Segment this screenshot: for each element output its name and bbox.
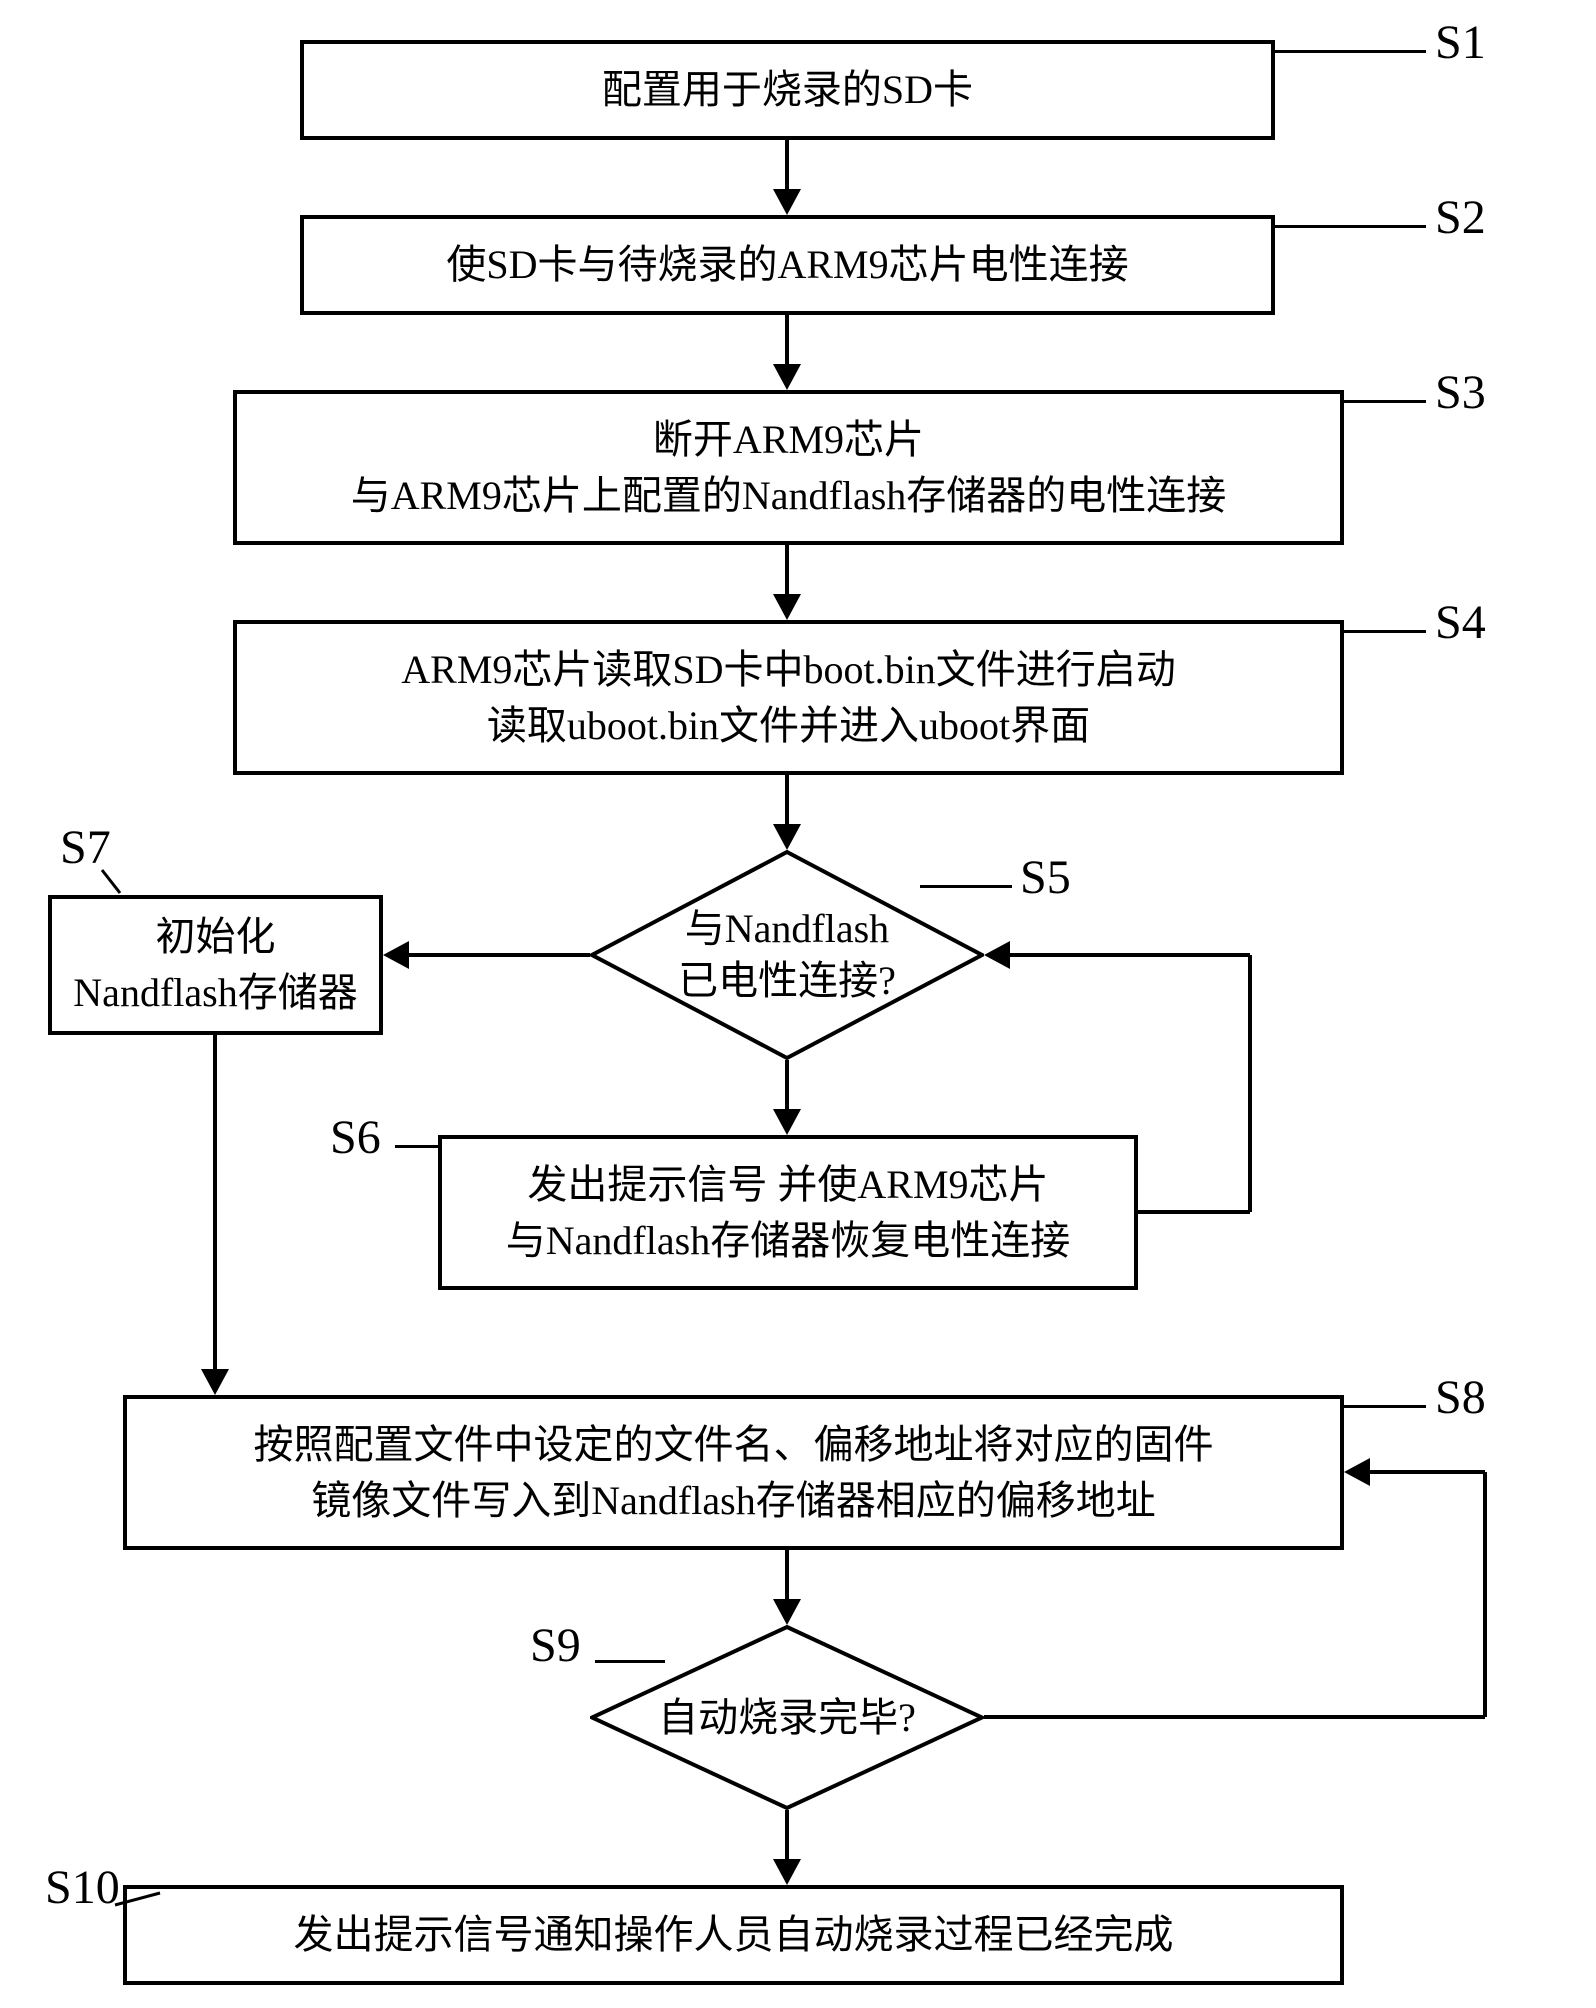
- edge-segment: [785, 1060, 789, 1111]
- edge-segment: [1483, 1472, 1487, 1717]
- node-text: 与Nandflash存储器恢复电性连接: [506, 1213, 1070, 1269]
- leader-line: [1344, 630, 1426, 633]
- leader-line: [1275, 225, 1426, 228]
- leader-line: [595, 1660, 665, 1663]
- node-text: 镜像文件写入到Nandflash存储器相应的偏移地址: [311, 1473, 1155, 1529]
- flow-node-s10: 发出提示信号通知操作人员自动烧录过程已经完成: [123, 1885, 1344, 1985]
- flow-node-s8: 按照配置文件中设定的文件名、偏移地址将对应的固件镜像文件写入到Nandflash…: [123, 1395, 1344, 1550]
- node-text: 与ARM9芯片上配置的Nandflash存储器的电性连接: [351, 468, 1227, 524]
- step-label-s4: S4: [1435, 595, 1486, 650]
- leader-line: [1275, 50, 1426, 53]
- flow-node-s3: 断开ARM9芯片与ARM9芯片上配置的Nandflash存储器的电性连接: [233, 390, 1344, 545]
- arrowhead-down: [773, 1599, 801, 1625]
- edge-segment: [1008, 953, 1250, 957]
- edge-segment: [785, 1810, 789, 1861]
- flow-node-s1: 配置用于烧录的SD卡: [300, 40, 1275, 140]
- step-label-s1: S1: [1435, 15, 1486, 70]
- node-text: 自动烧录完毕?: [658, 1692, 916, 1744]
- node-text: 发出提示信号通知操作人员自动烧录过程已经完成: [294, 1907, 1174, 1963]
- edge-segment: [407, 953, 590, 957]
- edge-segment: [785, 140, 789, 191]
- step-label-s10: S10: [45, 1860, 120, 1915]
- flow-decision-s9: 自动烧录完毕?: [590, 1625, 984, 1810]
- step-label-s2: S2: [1435, 190, 1486, 245]
- arrowhead-down: [773, 189, 801, 215]
- arrowhead-down: [773, 1109, 801, 1135]
- edge-segment: [1138, 1210, 1250, 1214]
- edge-segment: [984, 1715, 1485, 1719]
- step-label-s7: S7: [60, 820, 111, 875]
- arrowhead-left: [383, 941, 409, 969]
- flow-node-s2: 使SD卡与待烧录的ARM9芯片电性连接: [300, 215, 1275, 315]
- node-text: 配置用于烧录的SD卡: [602, 62, 973, 118]
- arrowhead-down: [773, 364, 801, 390]
- arrowhead-down: [773, 824, 801, 850]
- step-label-s6: S6: [330, 1110, 381, 1165]
- node-text: 使SD卡与待烧录的ARM9芯片电性连接: [446, 237, 1128, 293]
- edge-segment: [785, 315, 789, 366]
- step-label-s8: S8: [1435, 1370, 1486, 1425]
- leader-line: [1344, 1405, 1426, 1408]
- arrowhead-down: [773, 594, 801, 620]
- flow-node-s7: 初始化Nandflash存储器: [48, 895, 383, 1035]
- arrowhead-left: [1344, 1458, 1370, 1486]
- flow-decision-s5: 与Nandflash已电性连接?: [590, 850, 984, 1060]
- edge-segment: [1368, 1470, 1485, 1474]
- edge-segment: [785, 545, 789, 596]
- node-text: 按照配置文件中设定的文件名、偏移地址将对应的固件: [254, 1417, 1214, 1473]
- arrowhead-left: [984, 941, 1010, 969]
- arrowhead-down: [773, 1859, 801, 1885]
- edge-segment: [785, 1550, 789, 1601]
- leader-line: [395, 1145, 440, 1148]
- arrowhead-down: [201, 1369, 229, 1395]
- node-text: Nandflash存储器: [73, 965, 357, 1021]
- leader-line: [920, 885, 1012, 888]
- edge-segment: [785, 775, 789, 826]
- edge-segment: [213, 1035, 217, 1371]
- node-text: 发出提示信号 并使ARM9芯片: [527, 1157, 1048, 1213]
- node-text: 读取uboot.bin文件并进入uboot界面: [487, 698, 1090, 754]
- flow-node-s4: ARM9芯片读取SD卡中boot.bin文件进行启动读取uboot.bin文件并…: [233, 620, 1344, 775]
- step-label-s5: S5: [1020, 850, 1071, 905]
- leader-line: [1344, 400, 1426, 403]
- node-text: 初始化: [156, 909, 276, 965]
- node-text: ARM9芯片读取SD卡中boot.bin文件进行启动: [401, 642, 1176, 698]
- flow-node-s6: 发出提示信号 并使ARM9芯片与Nandflash存储器恢复电性连接: [438, 1135, 1138, 1290]
- node-text: 与Nandflash已电性连接?: [678, 903, 896, 1007]
- edge-segment: [1248, 955, 1252, 1212]
- step-label-s3: S3: [1435, 365, 1486, 420]
- step-label-s9: S9: [530, 1618, 581, 1673]
- node-text: 断开ARM9芯片: [653, 412, 924, 468]
